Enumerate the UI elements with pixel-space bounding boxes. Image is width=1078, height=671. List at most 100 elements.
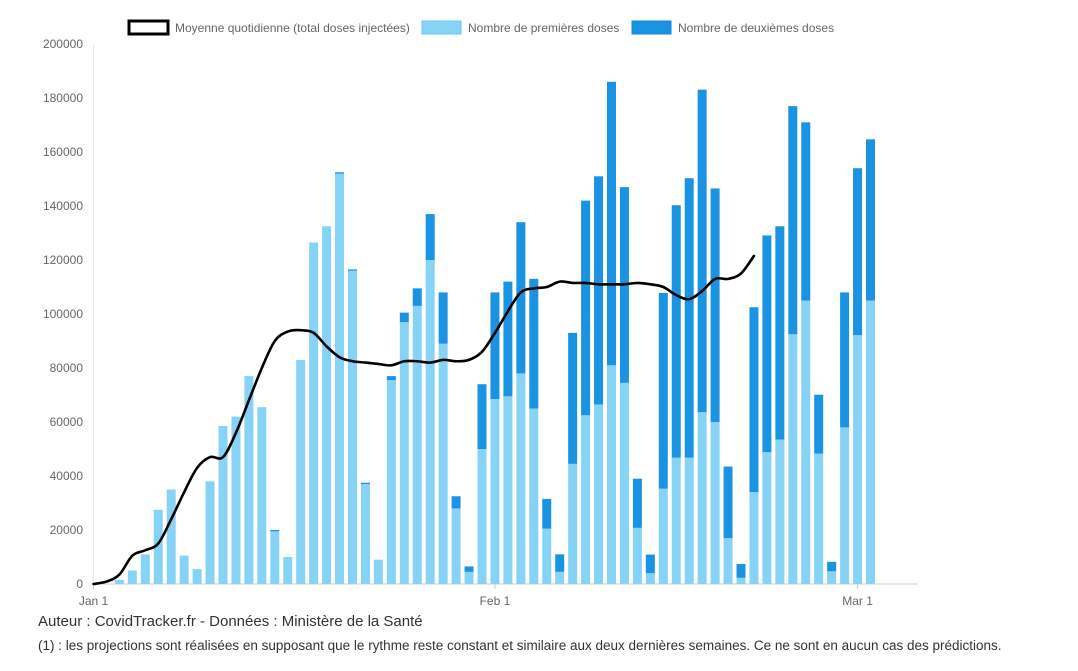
bar-first-doses	[257, 407, 267, 584]
bar-second-doses	[788, 106, 798, 335]
bar-second-doses	[827, 561, 837, 572]
bar-second-doses	[814, 394, 824, 454]
bar-first-doses	[788, 334, 798, 584]
bar-first-doses	[684, 457, 694, 584]
y-tick-label: 60000	[50, 415, 84, 429]
bar-first-doses	[244, 376, 254, 584]
bar-first-doses	[192, 569, 202, 584]
bar-second-doses	[866, 139, 875, 301]
bar-second-doses	[736, 564, 746, 578]
bar-second-doses	[360, 482, 370, 485]
bar-first-doses	[723, 538, 733, 584]
bar-second-doses	[568, 332, 578, 464]
bar-first-doses	[710, 422, 720, 584]
bar-first-doses	[425, 260, 435, 584]
bar-first-doses	[516, 373, 526, 584]
bar-first-doses	[140, 554, 150, 584]
bar-second-doses	[645, 554, 655, 574]
bar-second-doses	[607, 81, 616, 366]
bar-first-doses	[645, 573, 655, 584]
bar-second-doses	[775, 226, 785, 440]
bar-first-doses	[529, 408, 539, 584]
bar-second-doses	[697, 89, 707, 413]
bar-first-doses	[827, 571, 837, 584]
legend-label-first-doses: Nombre de premières doses	[468, 21, 619, 35]
bar-second-doses	[399, 312, 409, 323]
y-tick-label: 20000	[50, 523, 84, 537]
bar-second-doses	[853, 168, 863, 336]
bar-second-doses	[671, 205, 681, 458]
bar-first-doses	[373, 559, 383, 584]
bar-first-doses	[632, 527, 642, 584]
bar-second-doses	[516, 222, 526, 374]
bar-second-doses	[529, 278, 539, 409]
bar-second-doses	[438, 292, 448, 344]
y-tick-label: 100000	[43, 307, 83, 321]
axes: 0 20000 40000 60000 80000 100000 120000 140000 1…	[43, 37, 918, 608]
bar-second-doses	[386, 376, 396, 381]
bar-first-doses	[309, 242, 319, 584]
bar-first-doses	[477, 449, 487, 584]
bar-first-doses	[283, 557, 293, 584]
legend-label-second-doses: Nombre de deuxièmes doses	[678, 21, 834, 35]
bar-second-doses	[490, 292, 500, 400]
vaccination-chart: Moyenne quotidienne (total doses injecté…	[43, 19, 918, 608]
bar-second-doses	[723, 466, 733, 539]
bar-first-doses	[840, 427, 850, 584]
bar-first-doses	[218, 426, 228, 584]
bar-first-doses	[671, 457, 681, 584]
bar-first-doses	[412, 305, 422, 584]
y-tick-label: 120000	[43, 253, 83, 267]
bar-first-doses	[555, 571, 565, 584]
bar-second-doses	[762, 235, 772, 453]
bar-second-doses	[840, 292, 850, 428]
bar-first-doses	[736, 577, 746, 584]
bar-second-doses	[632, 478, 642, 528]
x-tick-label: Mar 1	[842, 594, 873, 608]
bar-first-doses	[801, 300, 811, 584]
average-line-layer	[92, 254, 756, 586]
bar-first-doses	[568, 463, 578, 584]
legend-label-average: Moyenne quotidienne (total doses injecté…	[175, 21, 410, 35]
bar-first-doses	[594, 404, 604, 584]
bar-first-doses	[231, 416, 241, 584]
bar-second-doses	[477, 384, 487, 449]
projection-note: (1) : les projections sont réalisées en …	[38, 638, 1002, 653]
bar-second-doses	[451, 496, 461, 509]
bar-second-doses	[425, 214, 435, 260]
bar-first-doses	[166, 489, 176, 584]
bar-first-doses	[619, 382, 629, 584]
bar-first-doses	[542, 528, 552, 584]
bar-first-doses	[360, 484, 370, 584]
bar-first-doses	[607, 365, 616, 584]
y-tick-label: 80000	[50, 361, 84, 375]
x-tick-label: Feb 1	[480, 594, 511, 608]
bar-second-doses	[542, 498, 552, 529]
bar-first-doses	[335, 173, 345, 584]
bar-first-doses	[853, 335, 863, 584]
bar-first-doses	[270, 531, 280, 584]
bar-first-doses	[296, 359, 306, 584]
bar-second-doses	[749, 307, 759, 493]
bar-second-doses	[801, 122, 811, 301]
legend-swatch-first-doses	[421, 20, 462, 35]
bar-first-doses	[451, 508, 461, 584]
bar-second-doses	[335, 172, 345, 174]
bar-second-doses	[503, 281, 513, 397]
bar-second-doses	[581, 200, 591, 416]
y-tick-label: 160000	[43, 145, 83, 159]
author-credit: Auteur : CovidTracker.fr - Données : Min…	[38, 613, 423, 630]
legend-swatch-average	[127, 19, 170, 36]
bar-second-doses	[658, 292, 668, 489]
bar-second-doses	[412, 288, 422, 306]
bar-first-doses	[205, 481, 215, 584]
bar-second-doses	[270, 530, 280, 532]
bar-second-doses	[555, 554, 565, 572]
y-tick-label: 40000	[50, 469, 84, 483]
bars	[114, 81, 875, 584]
bar-first-doses	[490, 399, 500, 584]
y-tick-label: 180000	[43, 91, 83, 105]
bar-first-doses	[464, 571, 474, 584]
y-tick-label: 140000	[43, 199, 83, 213]
bar-first-doses	[581, 415, 591, 584]
